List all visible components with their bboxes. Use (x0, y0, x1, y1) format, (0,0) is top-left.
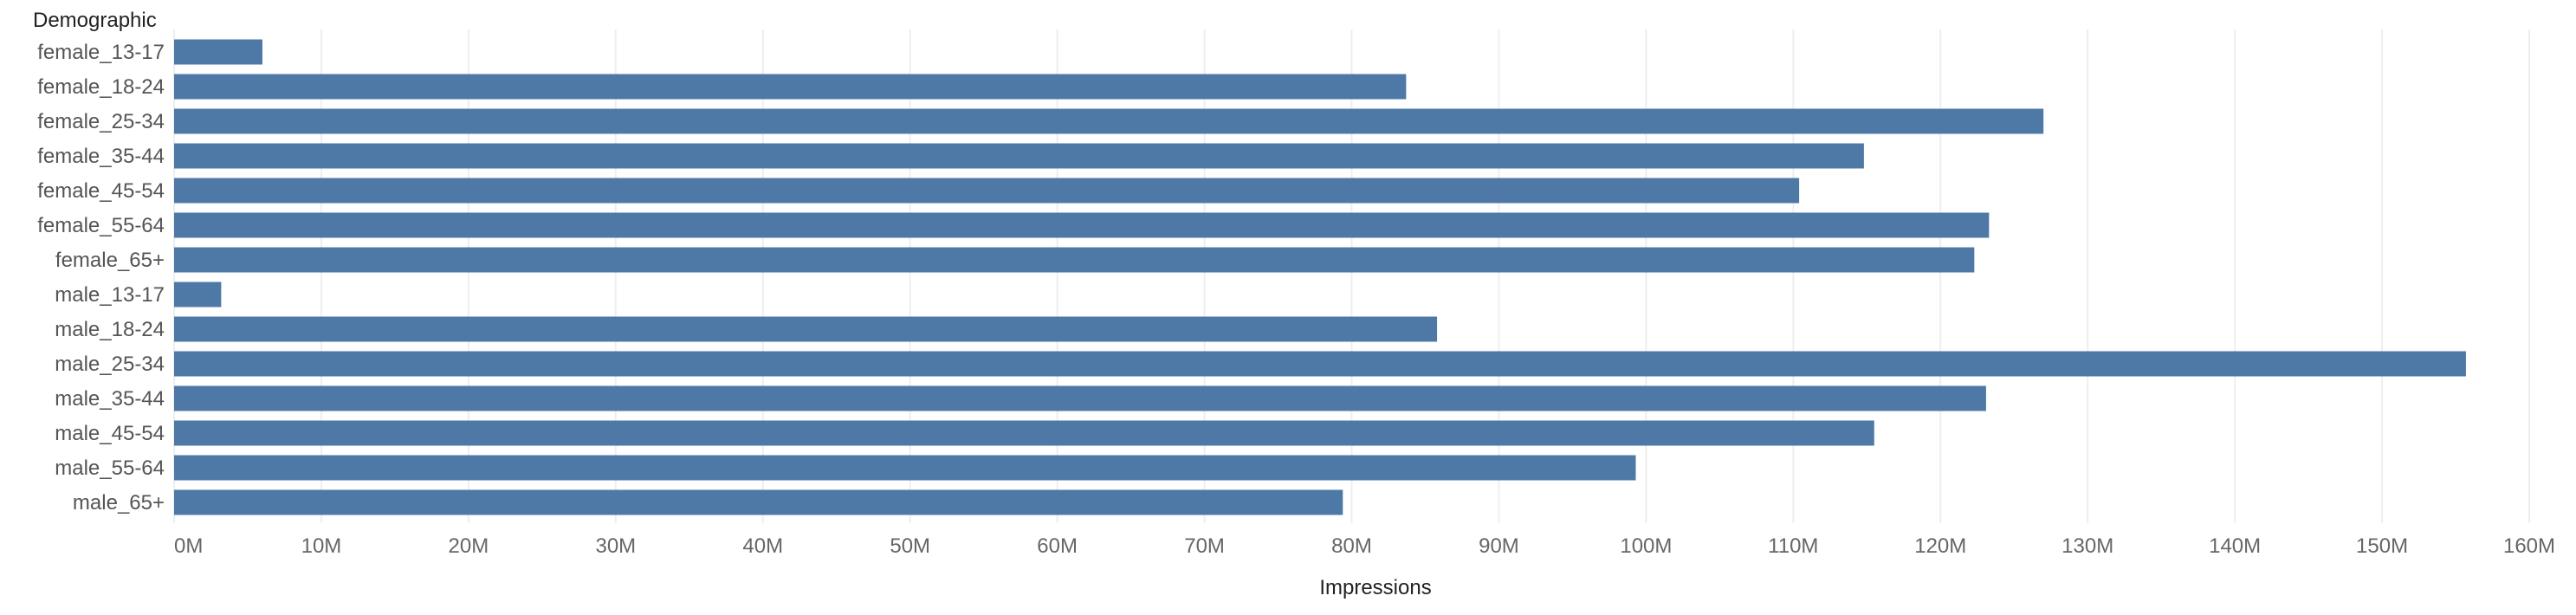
bar-male_35-44 (174, 385, 1986, 411)
category-label: female_45-54 (37, 179, 165, 203)
bars (174, 39, 2466, 515)
x-tick-label: 60M (1037, 534, 1078, 558)
x-tick-label: 80M (1331, 534, 1372, 558)
x-tick-label: 130M (2061, 534, 2113, 558)
y-axis-title: Demographic (33, 9, 157, 32)
category-label: male_35-44 (55, 387, 165, 411)
bar-male_25-34 (174, 351, 2466, 377)
x-tick-label: 150M (2356, 534, 2408, 558)
category-label: male_55-64 (55, 456, 165, 480)
bar-female_65+ (174, 247, 1975, 273)
x-tick-label: 160M (2503, 534, 2555, 558)
x-tick-label: 30M (595, 534, 636, 558)
bar-female_25-34 (174, 108, 2044, 134)
x-tick-label: 10M (301, 534, 342, 558)
bar-female_45-54 (174, 178, 1800, 204)
x-tick-label: 70M (1184, 534, 1225, 558)
bar-female_35-44 (174, 143, 1864, 169)
bar-female_18-24 (174, 74, 1407, 100)
x-tick-label: 110M (1768, 534, 1818, 558)
category-label: female_65+ (55, 249, 165, 272)
x-tick-label: 120M (1914, 534, 1966, 558)
x-tick-label: 140M (2209, 534, 2261, 558)
category-label: male_13-17 (55, 283, 165, 307)
category-label: female_35-44 (37, 145, 165, 168)
category-labels: female_13-17 female_18-24 female_25-34fema… (37, 41, 165, 515)
bar-male_45-54 (174, 420, 1874, 446)
bar-male_13-17 (174, 282, 222, 308)
bar-male_65+ (174, 489, 1343, 515)
bar-female_55-64 (174, 212, 1990, 238)
gridlines (173, 29, 2530, 523)
bar-male_18-24 (174, 316, 1438, 342)
x-tick-labels: 0M 10M 20M 30M 40M 50M 60M 70M 80M 90M 100M 110M 120… (174, 534, 2555, 558)
category-label: female_13-17 (37, 41, 165, 64)
category-label: male_25-34 (55, 353, 165, 376)
category-label: male_18-24 (55, 318, 165, 341)
category-label: female_18-24 (37, 75, 165, 99)
x-axis-title: Impressions (1319, 576, 1431, 599)
x-tick-label: 90M (1479, 534, 1519, 558)
category-label: male_45-54 (55, 422, 165, 445)
category-label: male_65+ (73, 491, 165, 515)
category-label: female_25-34 (37, 110, 165, 133)
bar-female_13-17 (174, 39, 262, 65)
x-tick-label: 50M (890, 534, 930, 558)
category-label: female_55-64 (37, 214, 165, 237)
bar-male_55-64 (174, 455, 1636, 481)
x-tick-label: 100M (1620, 534, 1672, 558)
x-tick-label: 40M (742, 534, 783, 558)
x-tick-label: 0M (174, 534, 203, 558)
x-tick-label: 20M (449, 534, 489, 558)
